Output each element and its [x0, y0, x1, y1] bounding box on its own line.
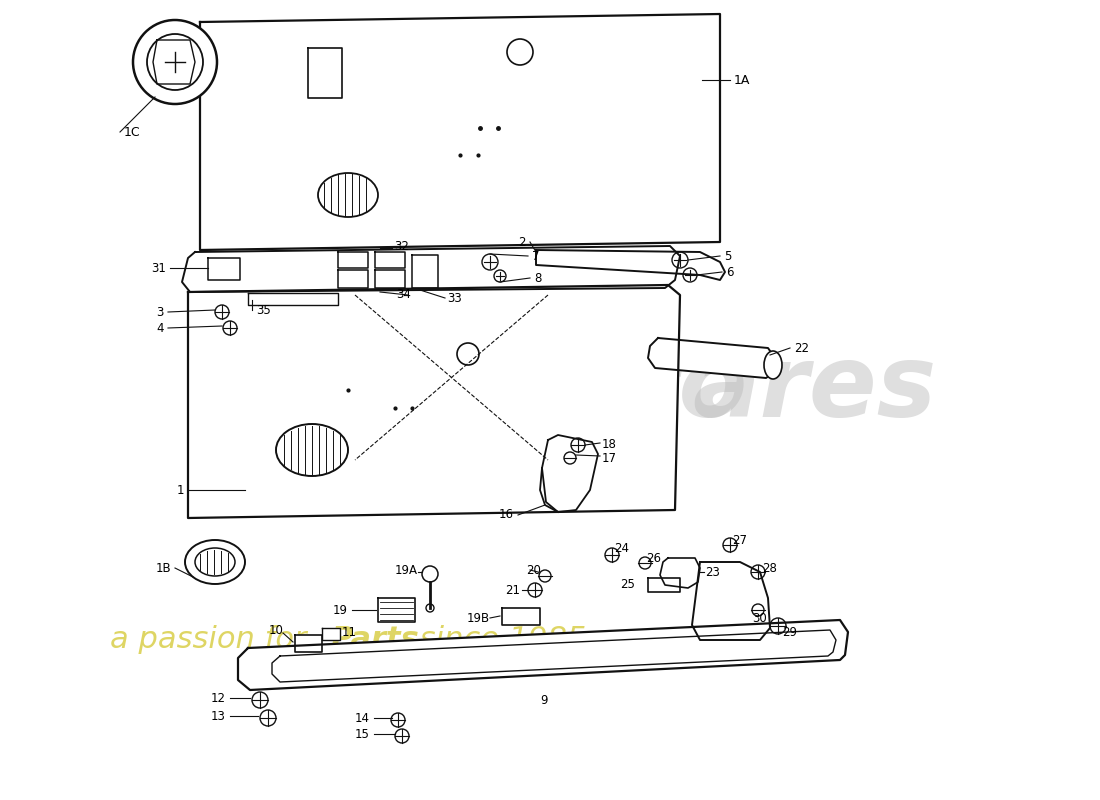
Polygon shape: [542, 435, 598, 512]
Text: 9: 9: [540, 694, 548, 706]
Text: 15: 15: [355, 727, 370, 741]
Text: 8: 8: [534, 271, 541, 285]
Text: a passion for: a passion for: [110, 626, 317, 654]
Ellipse shape: [764, 351, 782, 379]
Polygon shape: [182, 246, 680, 292]
Text: 24: 24: [614, 542, 629, 554]
Text: 16: 16: [499, 509, 514, 522]
Text: 14: 14: [355, 711, 370, 725]
Polygon shape: [660, 558, 700, 588]
Text: 22: 22: [794, 342, 808, 354]
Polygon shape: [692, 562, 770, 640]
Ellipse shape: [185, 540, 245, 584]
Text: 34: 34: [396, 287, 411, 301]
Polygon shape: [338, 252, 368, 268]
Polygon shape: [648, 338, 776, 378]
Text: 18: 18: [602, 438, 617, 451]
Ellipse shape: [318, 173, 378, 217]
Text: 7: 7: [532, 250, 539, 262]
Text: 20: 20: [526, 563, 541, 577]
Polygon shape: [208, 258, 240, 280]
Polygon shape: [648, 578, 680, 592]
Text: 30: 30: [752, 611, 767, 625]
Text: 32: 32: [394, 239, 409, 253]
Polygon shape: [308, 48, 342, 98]
Text: 19A: 19A: [395, 563, 418, 577]
Text: 1A: 1A: [734, 74, 750, 86]
Text: euro: euro: [490, 342, 747, 438]
Text: ares: ares: [692, 342, 936, 438]
Polygon shape: [322, 628, 340, 640]
Text: 3: 3: [156, 306, 164, 318]
Polygon shape: [375, 252, 405, 268]
Text: 25: 25: [620, 578, 635, 591]
Text: 31: 31: [151, 262, 166, 274]
Circle shape: [507, 39, 534, 65]
Polygon shape: [248, 293, 338, 305]
Text: 27: 27: [732, 534, 747, 546]
Polygon shape: [536, 250, 725, 280]
Text: 33: 33: [447, 291, 462, 305]
Text: 11: 11: [342, 626, 358, 638]
Polygon shape: [188, 285, 680, 518]
Text: 6: 6: [726, 266, 734, 278]
Text: 35: 35: [256, 303, 271, 317]
Text: 29: 29: [782, 626, 797, 638]
Polygon shape: [412, 255, 438, 288]
Text: 1B: 1B: [155, 562, 170, 574]
Text: 19: 19: [333, 603, 348, 617]
Polygon shape: [295, 635, 322, 652]
Text: 21: 21: [505, 583, 520, 597]
Text: Parts: Parts: [330, 626, 419, 654]
Circle shape: [133, 20, 217, 104]
Circle shape: [147, 34, 204, 90]
Text: 5: 5: [724, 250, 732, 262]
Text: 23: 23: [705, 566, 719, 578]
Ellipse shape: [276, 424, 348, 476]
Text: 12: 12: [211, 691, 226, 705]
Polygon shape: [375, 270, 405, 288]
Text: 1: 1: [176, 483, 184, 497]
Polygon shape: [378, 598, 415, 622]
Polygon shape: [200, 14, 720, 250]
Polygon shape: [338, 270, 368, 288]
Text: 26: 26: [646, 551, 661, 565]
Text: since 1985: since 1985: [410, 626, 586, 654]
Text: 28: 28: [762, 562, 777, 574]
Text: 19B: 19B: [466, 611, 490, 625]
Ellipse shape: [195, 548, 235, 576]
Polygon shape: [502, 608, 540, 625]
Text: 10: 10: [270, 623, 284, 637]
Polygon shape: [238, 620, 848, 690]
Polygon shape: [153, 40, 195, 84]
Text: 2: 2: [518, 235, 526, 249]
Circle shape: [456, 343, 478, 365]
Text: 4: 4: [156, 322, 164, 334]
Text: 1C: 1C: [124, 126, 141, 138]
Text: 13: 13: [211, 710, 226, 722]
Text: 17: 17: [602, 451, 617, 465]
